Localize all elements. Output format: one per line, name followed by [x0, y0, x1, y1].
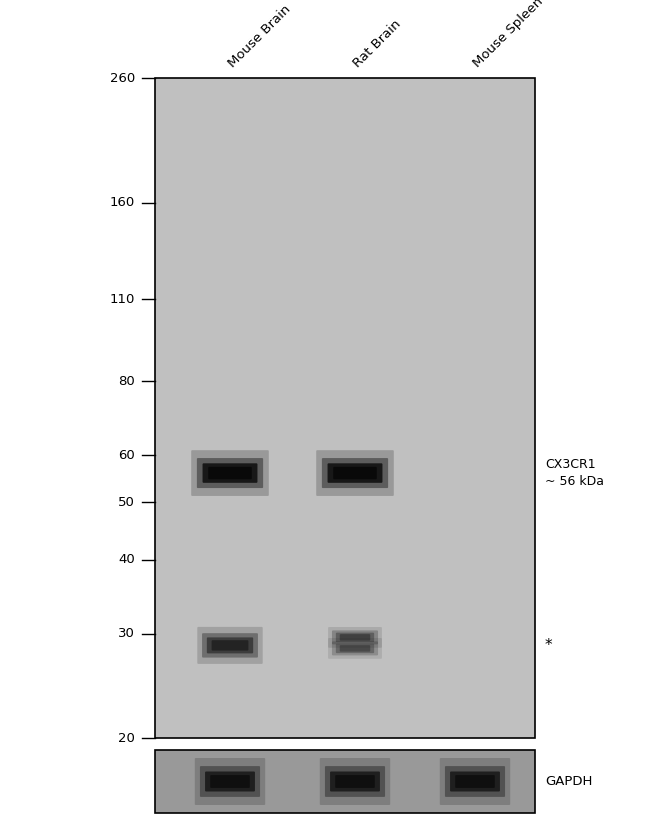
FancyBboxPatch shape	[325, 766, 385, 797]
FancyBboxPatch shape	[333, 467, 377, 479]
FancyBboxPatch shape	[340, 634, 370, 640]
Text: GAPDH: GAPDH	[545, 775, 592, 788]
Text: 80: 80	[118, 375, 135, 388]
FancyBboxPatch shape	[191, 450, 269, 496]
Bar	[155, 750, 535, 813]
FancyBboxPatch shape	[328, 463, 382, 483]
FancyBboxPatch shape	[195, 758, 265, 805]
FancyBboxPatch shape	[207, 638, 254, 654]
Text: Rat Brain: Rat Brain	[351, 18, 404, 70]
FancyBboxPatch shape	[328, 638, 382, 659]
FancyBboxPatch shape	[322, 458, 388, 488]
Text: 30: 30	[118, 627, 135, 640]
FancyBboxPatch shape	[445, 766, 505, 797]
FancyBboxPatch shape	[208, 467, 252, 479]
Text: 110: 110	[110, 292, 135, 306]
Text: Mouse Brain: Mouse Brain	[226, 3, 293, 70]
FancyBboxPatch shape	[202, 634, 258, 658]
Text: 20: 20	[118, 732, 135, 744]
Text: 50: 50	[118, 496, 135, 509]
FancyBboxPatch shape	[330, 772, 380, 792]
FancyBboxPatch shape	[450, 772, 500, 792]
FancyBboxPatch shape	[332, 641, 378, 655]
Text: 40: 40	[118, 553, 135, 566]
Text: 260: 260	[110, 71, 135, 85]
Bar	[155, 78, 535, 738]
FancyBboxPatch shape	[336, 644, 374, 653]
FancyBboxPatch shape	[455, 775, 495, 788]
FancyBboxPatch shape	[200, 766, 260, 797]
Text: CX3CR1
~ 56 kDa: CX3CR1 ~ 56 kDa	[545, 458, 604, 488]
FancyBboxPatch shape	[440, 758, 510, 805]
FancyBboxPatch shape	[332, 630, 378, 644]
FancyBboxPatch shape	[212, 640, 248, 650]
Text: 160: 160	[110, 196, 135, 210]
FancyBboxPatch shape	[210, 775, 250, 788]
FancyBboxPatch shape	[198, 627, 263, 664]
FancyBboxPatch shape	[328, 627, 382, 648]
FancyBboxPatch shape	[203, 463, 257, 483]
FancyBboxPatch shape	[340, 645, 370, 652]
FancyBboxPatch shape	[335, 775, 375, 788]
Text: 60: 60	[118, 449, 135, 462]
FancyBboxPatch shape	[336, 633, 374, 642]
FancyBboxPatch shape	[316, 450, 394, 496]
FancyBboxPatch shape	[197, 458, 263, 488]
FancyBboxPatch shape	[205, 772, 255, 792]
Text: Mouse Spleen: Mouse Spleen	[471, 0, 546, 70]
Text: *: *	[545, 638, 552, 653]
FancyBboxPatch shape	[320, 758, 390, 805]
